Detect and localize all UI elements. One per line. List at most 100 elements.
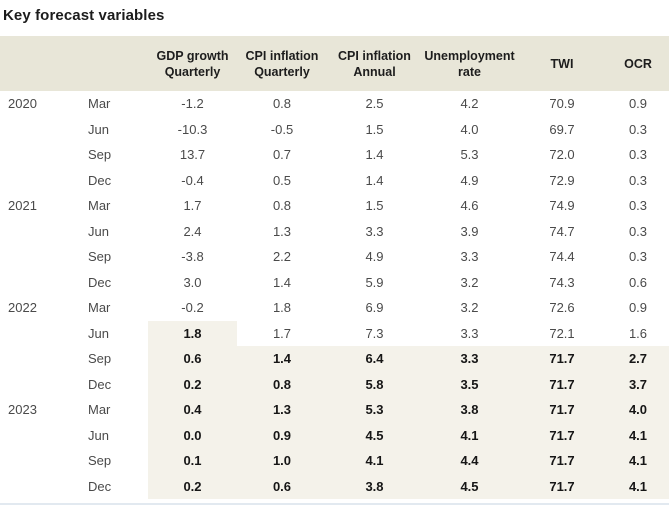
value-cell: 1.4 bbox=[365, 147, 384, 163]
col-header-line: OCR bbox=[624, 56, 652, 71]
value-cell: 71.7 bbox=[517, 346, 607, 372]
value-cell: 4.5 bbox=[327, 422, 422, 448]
table-row: 2023 Mar 0.4 1.3 5.3 3.8 71.7 4.0 bbox=[0, 397, 669, 423]
key-forecast-table: GDP growth Quarterly CPI inflation Quart… bbox=[0, 36, 669, 499]
year-cell bbox=[0, 474, 85, 500]
value-cell: 0.3 bbox=[628, 249, 648, 265]
year-cell bbox=[0, 270, 85, 296]
year-cell bbox=[0, 372, 85, 398]
table-row: Dec -0.4 0.5 1.4 4.9 72.9 0.3 bbox=[0, 168, 669, 194]
value-cell: 6.9 bbox=[365, 300, 384, 316]
table-row: Jun -10.3 -0.5 1.5 4.0 69.7 0.3 bbox=[0, 117, 669, 143]
value-cell: 71.7 bbox=[517, 397, 607, 423]
table-row: Sep 0.6 1.4 6.4 3.3 71.7 2.7 bbox=[0, 346, 669, 372]
value-cell: 0.0 bbox=[148, 422, 237, 448]
value-cell: 69.7 bbox=[549, 121, 575, 137]
month-cell: Dec bbox=[88, 274, 112, 290]
value-cell: 1.4 bbox=[365, 172, 384, 188]
value-cell: 0.8 bbox=[272, 96, 292, 112]
value-cell: 3.8 bbox=[327, 473, 422, 499]
year-cell bbox=[0, 423, 85, 449]
value-cell: 71.7 bbox=[517, 448, 607, 474]
value-cell: 0.1 bbox=[148, 448, 237, 474]
month-cell: Jun bbox=[88, 427, 109, 443]
month-cell: Mar bbox=[88, 300, 111, 316]
value-cell: 74.7 bbox=[549, 223, 575, 239]
value-cell: -1.2 bbox=[181, 96, 204, 112]
month-cell: Dec bbox=[88, 172, 112, 188]
value-cell: 3.2 bbox=[460, 300, 479, 316]
year-cell: 2022 bbox=[8, 300, 37, 316]
year-cell bbox=[0, 142, 85, 168]
value-cell: 71.7 bbox=[517, 473, 607, 499]
value-cell: 3.7 bbox=[607, 371, 669, 397]
col-header-line: Quarterly bbox=[254, 64, 310, 79]
value-cell: 0.8 bbox=[272, 198, 292, 214]
value-cell: 5.3 bbox=[460, 147, 479, 163]
value-cell: 0.7 bbox=[272, 147, 292, 163]
month-cell: Dec bbox=[88, 478, 112, 494]
month-cell: Sep bbox=[88, 249, 112, 265]
col-header-line: Annual bbox=[353, 64, 396, 79]
value-cell: 72.0 bbox=[549, 147, 575, 163]
value-cell: 5.3 bbox=[327, 397, 422, 423]
value-cell: 72.9 bbox=[549, 172, 575, 188]
value-cell: 1.8 bbox=[148, 320, 237, 346]
year-cell bbox=[0, 168, 85, 194]
value-cell: 6.4 bbox=[327, 346, 422, 372]
value-cell: 0.6 bbox=[237, 473, 327, 499]
value-cell: 4.4 bbox=[422, 448, 517, 474]
table-row: Sep -3.8 2.2 4.9 3.3 74.4 0.3 bbox=[0, 244, 669, 270]
value-cell: 1.0 bbox=[237, 448, 327, 474]
value-cell: 0.3 bbox=[628, 172, 648, 188]
month-cell: Mar bbox=[88, 96, 111, 112]
col-header-ocr: OCR bbox=[607, 36, 669, 91]
value-cell: 0.6 bbox=[628, 274, 648, 290]
value-cell: 1.7 bbox=[183, 198, 202, 214]
value-cell: 71.7 bbox=[517, 371, 607, 397]
col-header-line: rate bbox=[458, 64, 481, 79]
value-cell: 13.7 bbox=[179, 147, 206, 163]
table-row: Dec 0.2 0.8 5.8 3.5 71.7 3.7 bbox=[0, 371, 669, 398]
value-cell: -0.5 bbox=[270, 121, 294, 137]
month-cell: Mar bbox=[88, 198, 111, 214]
table-row: 2020 Mar -1.2 0.8 2.5 4.2 70.9 0.9 bbox=[0, 91, 669, 117]
value-cell: 0.8 bbox=[237, 371, 327, 397]
month-cell: Dec bbox=[88, 376, 112, 392]
value-cell: 5.8 bbox=[327, 371, 422, 397]
value-cell: 1.5 bbox=[365, 198, 384, 214]
value-cell: 74.4 bbox=[549, 249, 575, 265]
value-cell: 4.1 bbox=[607, 422, 669, 448]
value-cell: 3.0 bbox=[183, 274, 202, 290]
table-header-row: GDP growth Quarterly CPI inflation Quart… bbox=[0, 36, 669, 91]
year-cell bbox=[0, 244, 85, 270]
value-cell: 71.7 bbox=[517, 422, 607, 448]
table-row: Jun 1.8 1.7 7.3 3.3 72.1 1.6 bbox=[0, 320, 669, 346]
value-cell: 4.9 bbox=[460, 172, 479, 188]
year-cell: 2021 bbox=[8, 198, 37, 214]
value-cell: 0.2 bbox=[148, 473, 237, 499]
value-cell: 4.0 bbox=[460, 121, 479, 137]
month-cell: Sep bbox=[88, 351, 112, 367]
table-row: 2021 Mar 1.7 0.8 1.5 4.6 74.9 0.3 bbox=[0, 193, 669, 219]
value-cell: -3.8 bbox=[181, 249, 204, 265]
value-cell: 0.3 bbox=[628, 198, 648, 214]
table-row: Sep 0.1 1.0 4.1 4.4 71.7 4.1 bbox=[0, 448, 669, 474]
value-cell: 3.8 bbox=[422, 397, 517, 423]
value-cell: 1.4 bbox=[237, 346, 327, 372]
value-cell: 5.9 bbox=[365, 274, 384, 290]
value-cell: 4.0 bbox=[607, 397, 669, 423]
value-cell: 2.4 bbox=[183, 223, 202, 239]
value-cell: 1.3 bbox=[237, 397, 327, 423]
value-cell: 3.5 bbox=[422, 371, 517, 397]
value-cell: 4.1 bbox=[327, 448, 422, 474]
value-cell: 0.6 bbox=[148, 346, 237, 372]
value-cell: 1.5 bbox=[365, 121, 384, 137]
year-cell bbox=[0, 219, 85, 245]
value-cell: -10.3 bbox=[177, 121, 208, 137]
month-cell: Sep bbox=[88, 147, 112, 163]
value-cell: 0.3 bbox=[628, 223, 648, 239]
table-row: Jun 2.4 1.3 3.3 3.9 74.7 0.3 bbox=[0, 219, 669, 245]
value-cell: 1.4 bbox=[272, 274, 292, 290]
